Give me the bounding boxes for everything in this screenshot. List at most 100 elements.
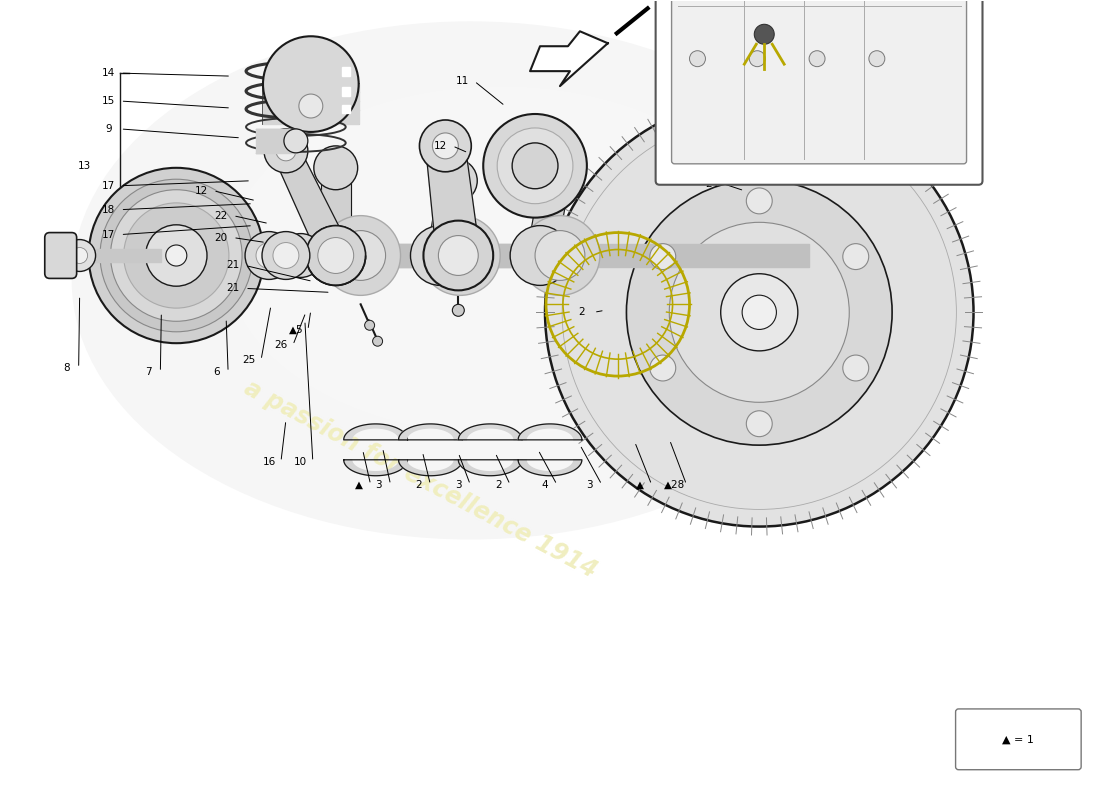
Circle shape: [420, 216, 500, 295]
Text: 13: 13: [78, 161, 91, 171]
Polygon shape: [426, 173, 471, 263]
Circle shape: [336, 230, 386, 281]
Polygon shape: [398, 460, 462, 476]
Text: 9: 9: [106, 124, 112, 134]
Circle shape: [436, 230, 485, 281]
Text: 20: 20: [214, 233, 228, 242]
Polygon shape: [342, 66, 350, 76]
Circle shape: [110, 190, 242, 322]
Circle shape: [276, 141, 296, 161]
Text: ▲28: ▲28: [664, 480, 685, 490]
Circle shape: [843, 355, 869, 381]
Text: 3: 3: [455, 480, 462, 490]
Text: 18: 18: [102, 205, 116, 214]
Text: 2: 2: [579, 307, 585, 318]
Polygon shape: [426, 146, 481, 255]
Circle shape: [810, 50, 825, 66]
Circle shape: [669, 222, 849, 402]
Polygon shape: [530, 31, 608, 86]
Circle shape: [284, 129, 308, 153]
Ellipse shape: [72, 22, 869, 539]
Polygon shape: [342, 86, 350, 95]
Polygon shape: [518, 424, 582, 440]
Text: 22: 22: [214, 210, 228, 221]
Text: 10: 10: [295, 457, 307, 466]
Circle shape: [410, 226, 471, 286]
Text: 6: 6: [213, 367, 220, 377]
Circle shape: [520, 216, 600, 295]
Text: 14: 14: [102, 68, 116, 78]
Circle shape: [273, 243, 297, 267]
Text: 11: 11: [455, 76, 469, 86]
Polygon shape: [518, 460, 582, 476]
Text: ▲: ▲: [354, 480, 363, 490]
Circle shape: [746, 410, 772, 437]
Circle shape: [256, 242, 282, 269]
Circle shape: [483, 114, 587, 218]
Text: a passion for excellence 1914: a passion for excellence 1914: [240, 376, 601, 583]
Circle shape: [513, 143, 558, 189]
Circle shape: [263, 36, 359, 132]
Circle shape: [145, 225, 207, 286]
Circle shape: [166, 245, 187, 266]
Text: 3: 3: [375, 480, 382, 490]
Polygon shape: [321, 160, 351, 263]
Circle shape: [257, 243, 280, 267]
Circle shape: [123, 203, 229, 308]
Circle shape: [755, 24, 774, 44]
Circle shape: [650, 355, 675, 381]
Circle shape: [273, 242, 299, 269]
Text: 2: 2: [495, 480, 502, 490]
Circle shape: [510, 226, 570, 286]
Polygon shape: [342, 105, 350, 114]
Circle shape: [100, 179, 253, 332]
Text: 16: 16: [263, 457, 276, 466]
Text: 26: 26: [274, 340, 287, 350]
Circle shape: [626, 179, 892, 445]
Text: 25: 25: [242, 355, 255, 365]
Circle shape: [245, 231, 293, 279]
Circle shape: [299, 94, 322, 118]
Circle shape: [419, 120, 471, 172]
FancyBboxPatch shape: [956, 709, 1081, 770]
Text: 23: 23: [713, 158, 726, 168]
Circle shape: [64, 239, 96, 271]
Text: 12: 12: [433, 141, 447, 151]
Circle shape: [364, 320, 375, 330]
Circle shape: [439, 235, 478, 275]
Text: 17: 17: [102, 181, 116, 190]
Circle shape: [373, 336, 383, 346]
Circle shape: [306, 226, 365, 286]
Circle shape: [433, 159, 477, 202]
Circle shape: [720, 274, 798, 351]
Text: 8: 8: [64, 363, 70, 373]
Circle shape: [535, 230, 585, 281]
Text: ▲ = 1: ▲ = 1: [1002, 735, 1034, 745]
Circle shape: [279, 234, 322, 278]
Text: 7: 7: [145, 367, 152, 377]
Polygon shape: [459, 424, 522, 440]
Polygon shape: [459, 460, 522, 476]
Text: 2: 2: [415, 480, 421, 490]
Polygon shape: [525, 180, 570, 263]
Text: 15: 15: [102, 96, 116, 106]
FancyBboxPatch shape: [45, 233, 77, 278]
Circle shape: [749, 50, 766, 66]
Circle shape: [497, 128, 573, 204]
Circle shape: [263, 234, 307, 278]
Circle shape: [306, 226, 365, 286]
Circle shape: [318, 238, 354, 274]
Ellipse shape: [227, 86, 774, 435]
Polygon shape: [398, 424, 462, 440]
Circle shape: [869, 50, 884, 66]
Text: 17: 17: [102, 230, 116, 239]
Text: 4: 4: [541, 480, 548, 490]
Polygon shape: [343, 424, 407, 440]
Circle shape: [452, 304, 464, 316]
Circle shape: [650, 244, 675, 270]
Polygon shape: [343, 460, 407, 476]
Circle shape: [843, 244, 869, 270]
Text: 24: 24: [705, 178, 718, 189]
Text: ▲5: ▲5: [288, 326, 304, 335]
Circle shape: [424, 221, 493, 290]
